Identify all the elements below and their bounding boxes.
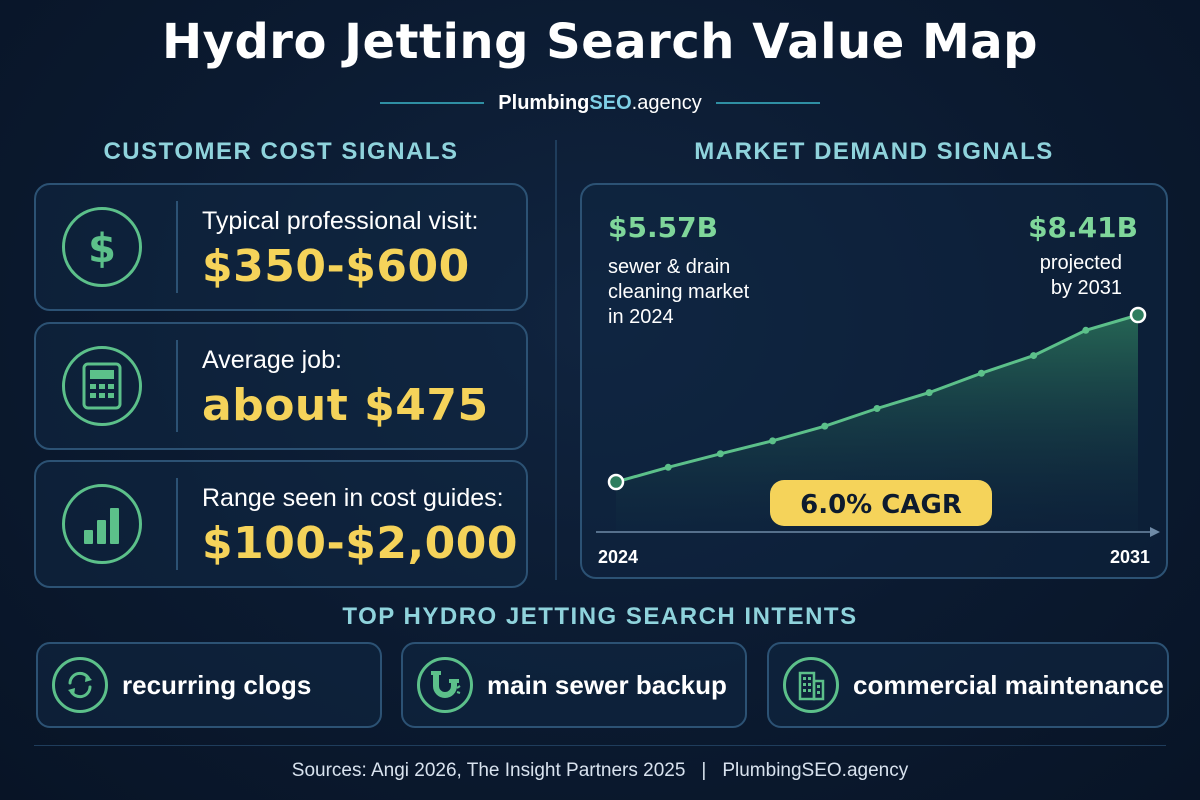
start-desc-line-2: cleaning market: [608, 281, 750, 303]
data-point: [1082, 326, 1090, 334]
data-point-endpoint: [607, 473, 625, 491]
intents-section-title: TOP HYDRO JETTING SEARCH INTENTS: [342, 603, 858, 630]
intent-label: main sewer backup: [487, 669, 727, 700]
cost-value: about $475: [202, 380, 489, 431]
cagr-badge: [770, 480, 992, 526]
section-divider: [555, 140, 557, 580]
intent-card-commercial-maintenance: commercial maintenance: [767, 642, 1169, 728]
cost-card-typical-visit: $ Typical professional visit: $350-$600: [34, 183, 528, 311]
brand-divider-right: [715, 102, 821, 104]
cost-label: Average job:: [202, 346, 342, 374]
building-icon: [783, 657, 839, 713]
cost-value: $350-$600: [202, 241, 470, 292]
demand-section-title: MARKET DEMAND SIGNALS: [694, 138, 1054, 165]
data-point: [977, 369, 985, 377]
cost-label: Typical professional visit:: [202, 207, 479, 235]
start-desc-line-1: sewer & drain: [608, 256, 730, 278]
cagr-badge-text: 6.0% CAGR: [800, 490, 962, 520]
data-point: [716, 450, 724, 458]
data-point-endpoint: [1129, 306, 1147, 324]
data-point: [664, 463, 672, 471]
data-point: [873, 404, 881, 412]
footer-divider: [34, 745, 1166, 746]
cost-card-range: Range seen in cost guides: $100-$2,000: [34, 460, 528, 588]
demand-chart-svg: $5.57B sewer & drain cleaning market in …: [596, 211, 1160, 567]
svg-text:$: $: [88, 226, 116, 272]
cost-value: $100-$2,000: [202, 518, 519, 569]
x-tick-label-start: 2024: [598, 547, 638, 567]
intent-label: recurring clogs: [122, 669, 312, 700]
dollar-icon: $: [62, 207, 142, 287]
brand-seo: SEO: [589, 91, 632, 114]
footer-separator: |: [701, 760, 707, 781]
series-area: [616, 315, 1138, 532]
footer: Sources: Angi 2026, The Insight Partners…: [0, 760, 1200, 782]
x-tick-label-end: 2031: [1110, 547, 1150, 567]
intent-card-main-sewer-backup: main sewer backup: [401, 642, 747, 728]
card-separator: [176, 201, 178, 293]
brand-suffix: .agency: [631, 91, 702, 114]
market-demand-chart: $5.57B sewer & drain cleaning market in …: [580, 183, 1168, 579]
pipe-icon: [417, 657, 473, 713]
bar-chart-icon: [62, 484, 142, 564]
cost-card-average-job: Average job: about $475: [34, 322, 528, 450]
data-point: [769, 437, 777, 445]
cost-section-title: CUSTOMER COST SIGNALS: [103, 138, 459, 165]
refresh-icon: [52, 657, 108, 713]
end-desc-line-1: projected: [1040, 252, 1122, 274]
brand-label: PlumbingSEO.agency: [498, 92, 701, 115]
intent-label: commercial maintenance: [853, 669, 1164, 700]
data-point: [925, 389, 933, 397]
brand-row: PlumbingSEO.agency: [380, 88, 821, 118]
footer-brand: PlumbingSEO.agency: [722, 760, 909, 781]
start-desc-line-3: in 2024: [608, 306, 674, 328]
footer-sources: Sources: Angi 2026, The Insight Partners…: [291, 760, 686, 781]
data-point: [1030, 352, 1038, 360]
intent-card-recurring-clogs: recurring clogs: [36, 642, 382, 728]
end-desc-line-2: by 2031: [1051, 277, 1122, 299]
start-value-label: $5.57B: [608, 211, 718, 244]
page-title: Hydro Jetting Search Value Map: [161, 14, 1039, 70]
end-value-label: $8.41B: [1028, 211, 1138, 244]
card-separator: [176, 340, 178, 432]
x-axis-arrow: [1150, 527, 1160, 537]
cost-label: Range seen in cost guides:: [202, 484, 504, 512]
calculator-icon: [62, 346, 142, 426]
card-separator: [176, 478, 178, 570]
brand-divider-left: [380, 102, 485, 104]
data-point: [821, 422, 829, 430]
brand-main: Plumbing: [498, 91, 590, 114]
